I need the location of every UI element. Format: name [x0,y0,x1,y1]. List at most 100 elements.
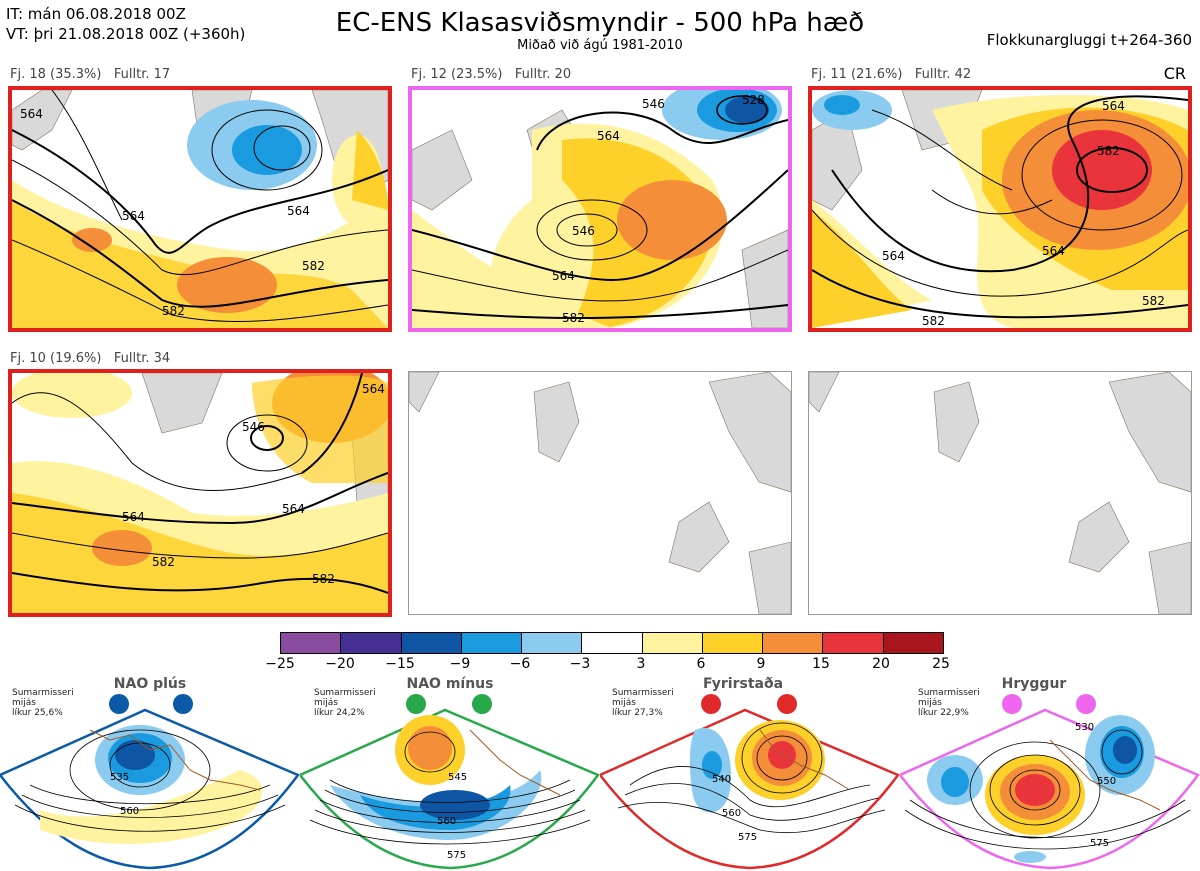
empty-cluster-panel [408,371,792,615]
chart-title: EC-ENS Klasasviðsmyndir - 500 hPa hæð [335,8,865,38]
contour-label: 564 [122,510,145,524]
regime-note-line: mijás [612,698,636,708]
empty-map [409,372,791,614]
contour-label: 575 [1090,838,1109,849]
regime-note-line: mijás [12,698,36,708]
anomaly-fields [12,100,388,328]
contour-label: 546 [242,420,265,434]
contour-label: 575 [738,832,757,843]
regime-title: NAO mínus [406,676,494,692]
contour-label: 582 [152,555,175,569]
contour-label: 564 [882,249,905,263]
colorbar-swatch [882,633,943,653]
colorbar-swatch [822,633,883,653]
regime-title: Fyrirstaða [702,676,784,692]
contour-label: 582 [162,304,185,318]
cluster-label: Fj. 12 (23.5%) Fulltr. 20 [411,67,572,82]
contour-label: 564 [552,269,575,283]
empty-map [809,372,1191,614]
anomaly-fields [12,373,388,613]
regime-marker-dot [1076,694,1096,714]
cluster-map: 564 582 564 564 582 582 [812,90,1188,328]
regime-note-line: mijás [918,698,942,708]
regime-note-line: mijás [314,698,338,708]
contour-labels: 564 582 564 564 582 582 [882,99,1165,328]
regime-note-line: Sumarmisseri [12,688,74,698]
contour-label: 564 [1102,99,1125,113]
colorbar-tick: −9 [449,656,471,672]
height-contours [412,95,788,319]
cluster-label: Fj. 18 (35.3%) Fulltr. 17 [10,67,171,82]
regime-marker-dot [406,694,426,714]
cluster-map: 546 564 564 582 582 564 [12,373,388,613]
colorbar-tick: −3 [569,656,591,672]
cluster-panel[interactable]: 564 582 564 564 582 582 [808,86,1192,332]
cluster-panel[interactable]: 528 546 564 564 582 546 [408,86,792,332]
regime-note: Sumarmisseri mijás líkur 22,9% [918,688,980,718]
classification-window: Flokkunargluggi t+264-360 [986,31,1192,49]
contour-label: 564 [122,209,145,223]
regime-note: Sumarmisseri mijás líkur 25,6% [12,688,74,718]
contour-label: 564 [282,502,305,516]
contour-label: 546 [642,97,665,111]
contour-labels: 564 564 564 582 582 [20,107,325,318]
colorbar-swatch [701,633,763,653]
height-contours [12,90,388,323]
contour-label: 550 [1097,776,1116,787]
height-contours [812,95,1188,319]
cluster-map: 564 564 564 582 582 [12,90,388,328]
colorbar-tick: −15 [385,656,415,672]
contour-label: 582 [1097,144,1120,158]
ensemble-code: CR [1163,64,1186,83]
contour-label: 560 [120,806,139,817]
colorbar-swatch [281,633,341,653]
colorbar-tick: 15 [812,656,830,672]
contour-label: 582 [302,259,325,273]
regime-marker-dot [777,694,797,714]
contour-label: 564 [1042,244,1065,258]
colorbar-swatch [340,633,401,653]
colorbar-tick: 6 [696,656,706,672]
contour-label: 564 [597,129,620,143]
regime-note-line: Sumarmisseri [612,688,674,698]
valid-time: VT: þri 21.08.2018 00Z (+360h) [6,25,246,43]
regime-note-line: Sumarmisseri [918,688,980,698]
regime-marker-dot [701,694,721,714]
contour-label: 564 [20,107,43,121]
regime-marker-dot [173,694,193,714]
contour-label: 528 [742,93,765,107]
colorbar-tick: 9 [756,656,766,672]
contour-label: 564 [362,382,385,396]
cluster-label: Fj. 10 (19.6%) Fulltr. 34 [10,351,171,366]
colorbar-swatch [521,633,582,653]
colorbar-swatch [762,633,823,653]
contour-label: 530 [1075,722,1094,733]
regime-note: Sumarmisseri mijás líkur 27,3% [612,688,674,718]
colorbar-tick: −6 [509,656,531,672]
contour-label: 560 [722,808,741,819]
cluster-panel[interactable]: 546 564 564 582 582 564 [8,369,392,617]
colorbar-swatch [641,633,702,653]
contour-label: 575 [447,850,466,861]
contour-labels: 528 546 564 564 582 546 [552,93,765,325]
contour-label: 582 [312,572,335,586]
cluster-map: 528 546 564 564 582 546 [412,90,788,328]
initial-time: IT: mán 06.08.2018 00Z [6,5,186,23]
contour-label: 535 [110,772,129,783]
contour-label: 582 [922,314,945,328]
cluster-label: Fj. 11 (21.6%) Fulltr. 42 [811,67,972,82]
regime-note-line: líkur 25,6% [12,708,63,718]
colorbar-swatch [460,633,522,653]
height-contours [12,373,388,594]
contour-label: 564 [287,204,310,218]
regime-map-hryggur[interactable]: 530 550 575 [900,690,1200,871]
colorbar-tick: 20 [872,656,890,672]
regime-marker-dot [1002,694,1022,714]
cluster-panel[interactable]: 564 564 564 582 582 [8,86,392,332]
regime-map-nao-plus[interactable]: 535 560 [0,690,300,871]
colorbar [280,632,944,654]
regime-map-fyrirstada[interactable]: 540 560 575 [600,690,900,871]
regime-map-nao-minus[interactable]: 545 560 575 [300,690,600,871]
regime-note-line: líkur 27,3% [612,708,663,718]
regime-note: Sumarmisseri mijás líkur 24,2% [314,688,376,718]
